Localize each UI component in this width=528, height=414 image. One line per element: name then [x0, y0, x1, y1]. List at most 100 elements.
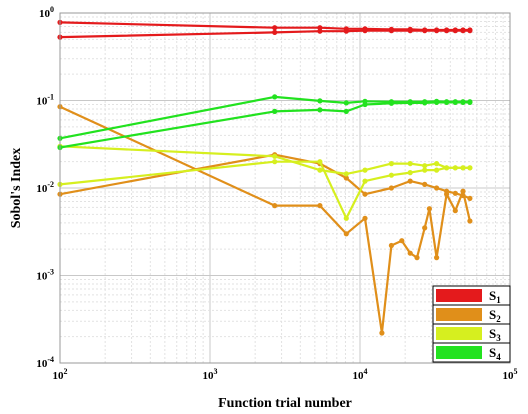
data-point-s3: [388, 161, 394, 167]
data-point-s3: [362, 178, 368, 184]
data-point-s2: [422, 181, 428, 187]
data-point-s3: [460, 165, 466, 171]
data-point-s4: [452, 99, 458, 105]
y-tick-label: 10-3: [36, 268, 54, 283]
y-tick-label: 10-4: [36, 355, 54, 370]
data-point-s3: [272, 159, 278, 165]
x-tick-label: 105: [503, 367, 518, 382]
data-point-s2: [362, 215, 368, 221]
data-point-s3: [452, 165, 458, 171]
data-point-s2: [467, 195, 473, 201]
data-point-s2: [407, 250, 413, 256]
data-point-s1: [460, 28, 466, 34]
y-tick-label: 100: [39, 5, 54, 20]
data-point-s1: [388, 28, 394, 34]
data-point-s2: [444, 191, 450, 197]
data-point-s4: [407, 100, 413, 106]
data-point-s2: [452, 208, 458, 214]
data-point-s4: [460, 99, 466, 105]
data-point-s3: [343, 215, 349, 221]
data-point-s1: [467, 28, 473, 34]
y-tick-label: 10-2: [36, 180, 54, 195]
data-point-s2: [414, 255, 420, 261]
data-point-s1: [343, 28, 349, 34]
data-point-s3: [422, 163, 428, 169]
series-s4: [57, 94, 473, 151]
data-point-s4: [343, 100, 349, 106]
data-point-s4: [467, 99, 473, 105]
grid: [59, 13, 510, 364]
data-point-s2: [460, 188, 466, 194]
data-point-s3: [343, 171, 349, 177]
x-tick-label: 104: [353, 367, 368, 382]
data-point-s4: [434, 99, 440, 105]
series-s1: [57, 19, 473, 40]
legend: S1 S2 S3 S4: [432, 285, 511, 363]
plot-frame: [59, 12, 511, 364]
legend-swatch-s2: [436, 308, 482, 321]
data-point-s1: [422, 28, 428, 34]
series-group: [57, 19, 473, 336]
x-axis-title: Function trial number: [218, 396, 352, 411]
data-point-s3: [434, 161, 440, 167]
data-point-s3: [434, 167, 440, 173]
data-point-s2: [467, 218, 473, 224]
data-point-s2: [343, 231, 349, 237]
y-tick-label: 10-1: [36, 93, 54, 108]
data-point-s4: [444, 99, 450, 105]
data-point-s1: [444, 28, 450, 34]
data-point-s4: [317, 98, 323, 104]
data-point-s3: [388, 172, 394, 178]
data-point-s3: [444, 165, 450, 171]
data-point-s3: [407, 170, 413, 176]
data-point-s3: [317, 159, 323, 165]
data-point-s2: [434, 255, 440, 261]
data-point-s2: [379, 330, 385, 336]
data-point-s2: [362, 191, 368, 197]
legend-label-s3: S3: [489, 326, 501, 343]
data-point-s4: [422, 100, 428, 106]
legend-swatch-s1: [436, 289, 482, 302]
data-point-s1: [362, 28, 368, 34]
x-tick-label: 102: [53, 367, 68, 382]
data-point-s2: [343, 175, 349, 181]
data-point-s3: [422, 167, 428, 173]
data-point-s1: [452, 28, 458, 34]
data-point-s1: [434, 28, 440, 34]
legend-label-s4: S4: [489, 345, 501, 362]
data-point-s4: [362, 101, 368, 108]
x-tick-labels: 102 103 104 105: [53, 367, 518, 382]
legend-swatch-s3: [436, 327, 482, 340]
data-point-s4: [272, 94, 278, 100]
data-point-s2: [317, 203, 323, 209]
data-point-s1: [272, 29, 278, 35]
data-point-s3: [317, 167, 323, 173]
data-point-s1: [407, 28, 413, 34]
legend-swatch-s4: [436, 346, 482, 359]
data-point-s3: [467, 165, 473, 171]
data-point-s3: [407, 161, 413, 167]
legend-label-s1: S1: [489, 288, 501, 305]
data-point-s2: [407, 178, 413, 184]
data-point-s4: [317, 107, 323, 113]
data-point-s2: [388, 185, 394, 191]
y-axis-title: Sobol's Index: [9, 148, 24, 229]
data-point-s4: [343, 108, 349, 114]
data-point-s2: [388, 242, 394, 249]
data-point-s2: [452, 190, 458, 196]
legend-label-s2: S2: [489, 307, 501, 324]
data-point-s4: [272, 108, 278, 114]
data-point-s2: [426, 206, 432, 212]
data-point-s4: [388, 100, 394, 106]
data-point-s1: [272, 25, 278, 31]
data-point-s2: [272, 203, 278, 209]
y-tick-labels: 100 10-1 10-2 10-3 10-4: [36, 5, 54, 370]
data-point-s3: [272, 153, 278, 159]
data-point-s2: [399, 238, 405, 244]
data-point-s1: [317, 28, 323, 34]
data-point-s2: [434, 185, 440, 191]
data-point-s3: [362, 167, 368, 173]
data-point-s2: [422, 225, 428, 231]
x-tick-label: 103: [203, 367, 218, 382]
